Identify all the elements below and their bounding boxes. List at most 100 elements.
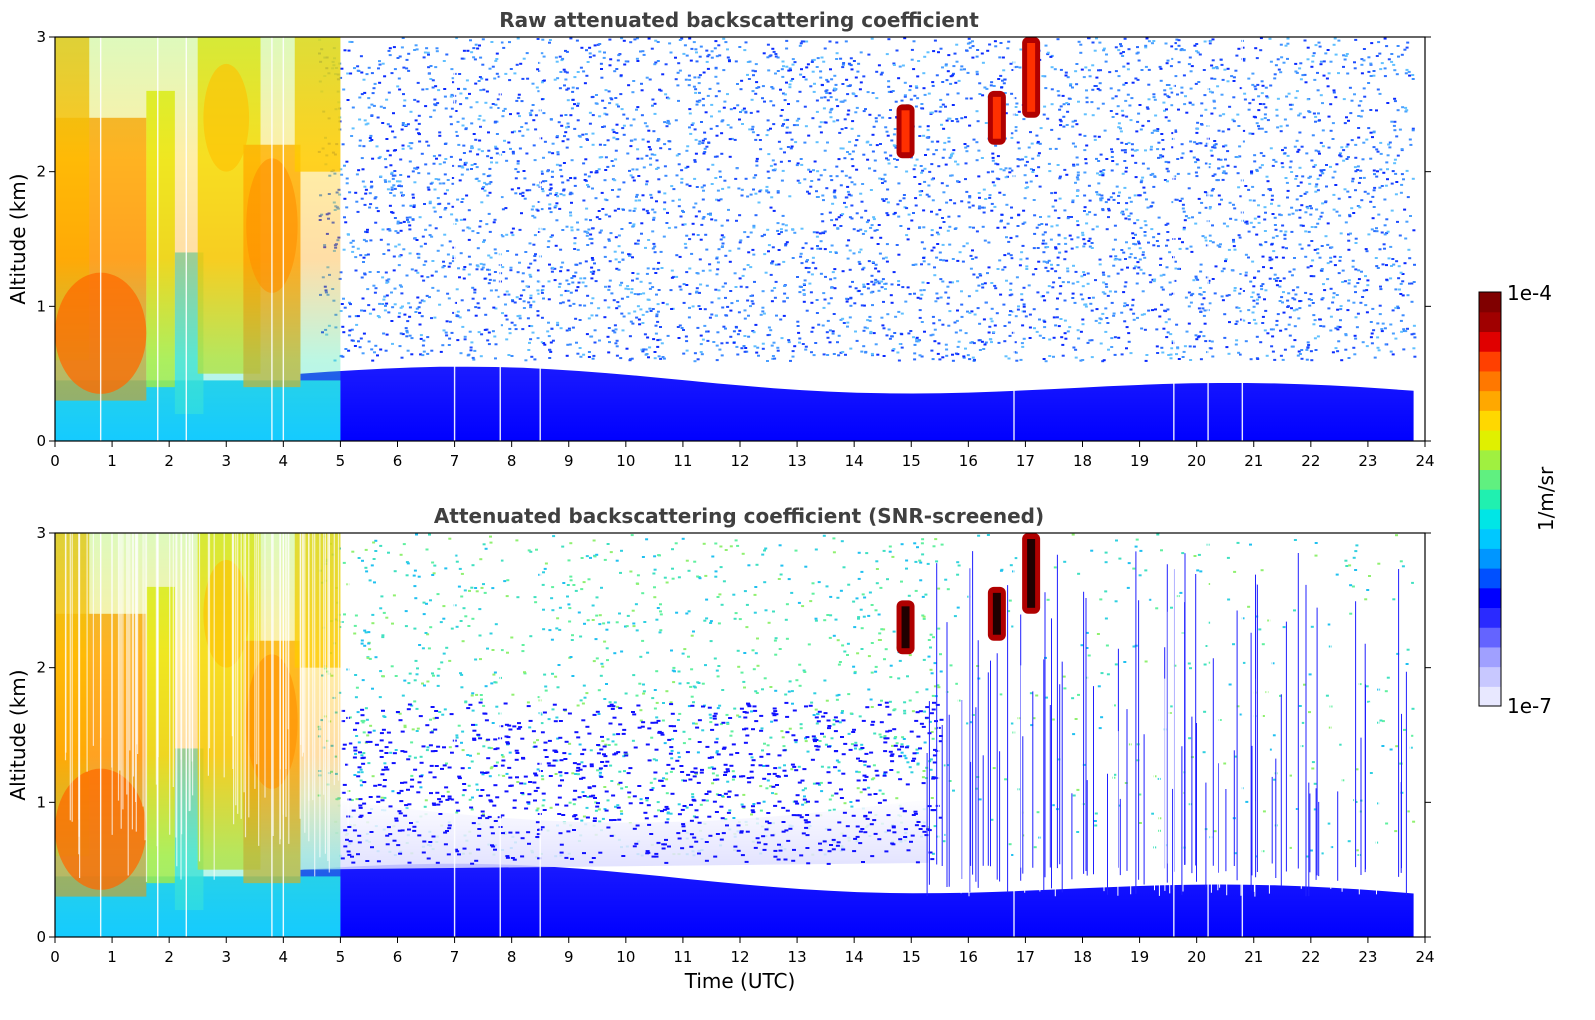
noise-pixel xyxy=(396,220,400,223)
noise-pixel xyxy=(670,276,674,279)
noise-pixel xyxy=(996,226,1000,229)
noise-pixel xyxy=(883,173,887,176)
noise-pixel xyxy=(1029,131,1032,134)
noise-pixel xyxy=(629,145,633,148)
noise-pixel xyxy=(732,341,736,344)
noise-pixel xyxy=(1288,103,1292,106)
noise-pixel xyxy=(508,332,512,335)
noise-pixel xyxy=(755,160,759,163)
noise-pixel xyxy=(459,158,462,161)
noise-pixel xyxy=(1162,327,1166,330)
noise-pixel xyxy=(728,155,732,158)
noise-pixel xyxy=(629,320,633,323)
noise-pixel xyxy=(1111,160,1115,162)
noise-pixel xyxy=(1378,248,1382,251)
noise-pixel xyxy=(542,228,546,231)
noise-pixel xyxy=(978,273,982,275)
noise-pixel xyxy=(1028,313,1032,316)
noise-pixel xyxy=(489,156,493,159)
noise-pixel xyxy=(849,57,853,60)
noise-pixel xyxy=(626,285,630,288)
noise-pixel xyxy=(1091,64,1095,67)
noise-pixel xyxy=(1134,265,1138,268)
noise-pixel xyxy=(922,72,926,75)
noise-pixel xyxy=(564,289,568,292)
noise-pixel xyxy=(820,56,824,59)
noise-pixel xyxy=(1008,294,1012,297)
noise-pixel xyxy=(680,177,684,180)
noise-pixel xyxy=(1347,299,1351,302)
noise-pixel xyxy=(1361,341,1365,344)
noise-pixel xyxy=(1210,340,1214,343)
noise-pixel xyxy=(486,268,490,271)
noise-pixel xyxy=(793,231,797,234)
noise-pixel xyxy=(1039,216,1042,218)
noise-pixel xyxy=(941,356,945,359)
noise-pixel xyxy=(1248,199,1252,202)
noise-pixel xyxy=(957,340,961,343)
noise-pixel xyxy=(1268,277,1272,280)
noise-pixel xyxy=(1386,102,1390,104)
noise-pixel xyxy=(822,107,826,110)
noise-pixel xyxy=(849,347,853,350)
noise-pixel xyxy=(411,196,415,199)
noise-pixel xyxy=(505,233,509,236)
noise-pixel xyxy=(405,216,409,219)
noise-pixel xyxy=(587,185,591,188)
noise-pixel xyxy=(947,54,951,57)
noise-pixel xyxy=(951,74,955,77)
noise-pixel xyxy=(809,85,813,88)
noise-pixel xyxy=(443,192,447,195)
noise-pixel xyxy=(1034,268,1038,270)
noise-pixel xyxy=(1367,82,1371,84)
noise-pixel xyxy=(569,37,573,40)
noise-pixel xyxy=(1247,322,1251,324)
noise-pixel xyxy=(1178,247,1182,250)
noise-pixel xyxy=(1058,118,1062,121)
noise-pixel xyxy=(898,343,902,345)
noise-pixel xyxy=(1343,280,1347,283)
noise-pixel xyxy=(1132,312,1136,315)
noise-pixel xyxy=(724,41,728,44)
noise-pixel xyxy=(804,125,808,128)
noise-pixel xyxy=(1161,351,1165,354)
noise-pixel xyxy=(1310,226,1314,228)
noise-pixel xyxy=(386,243,390,246)
noise-pixel xyxy=(720,354,724,357)
noise-pixel xyxy=(1178,199,1182,202)
noise-pixel xyxy=(1295,71,1299,74)
noise-pixel xyxy=(1357,127,1361,129)
noise-pixel xyxy=(495,52,499,55)
noise-pixel xyxy=(1367,127,1371,130)
noise-pixel xyxy=(1318,119,1321,122)
noise-pixel xyxy=(1002,169,1006,172)
noise-pixel xyxy=(1010,136,1014,139)
noise-pixel xyxy=(1105,228,1109,231)
noise-pixel xyxy=(1084,305,1088,308)
noise-pixel xyxy=(819,70,823,73)
noise-pixel xyxy=(449,155,453,158)
noise-pixel xyxy=(752,74,755,77)
noise-pixel xyxy=(381,303,385,305)
noise-pixel xyxy=(1324,200,1328,203)
noise-pixel xyxy=(1404,110,1408,113)
noise-pixel xyxy=(474,43,478,46)
noise-pixel xyxy=(586,294,590,297)
noise-pixel xyxy=(726,219,730,222)
noise-pixel xyxy=(915,158,919,161)
noise-pixel xyxy=(403,99,407,102)
noise-pixel xyxy=(565,354,569,357)
noise-pixel xyxy=(711,163,715,166)
noise-pixel xyxy=(754,323,758,326)
noise-pixel xyxy=(540,170,544,173)
noise-pixel xyxy=(540,291,544,294)
noise-pixel xyxy=(1326,85,1330,88)
noise-pixel xyxy=(521,134,525,137)
noise-pixel xyxy=(776,190,780,193)
noise-pixel xyxy=(866,158,870,161)
noise-pixel xyxy=(1207,279,1211,282)
noise-pixel xyxy=(354,315,358,318)
noise-pixel xyxy=(1139,181,1143,184)
noise-pixel xyxy=(791,63,795,66)
noise-pixel xyxy=(1376,336,1380,339)
